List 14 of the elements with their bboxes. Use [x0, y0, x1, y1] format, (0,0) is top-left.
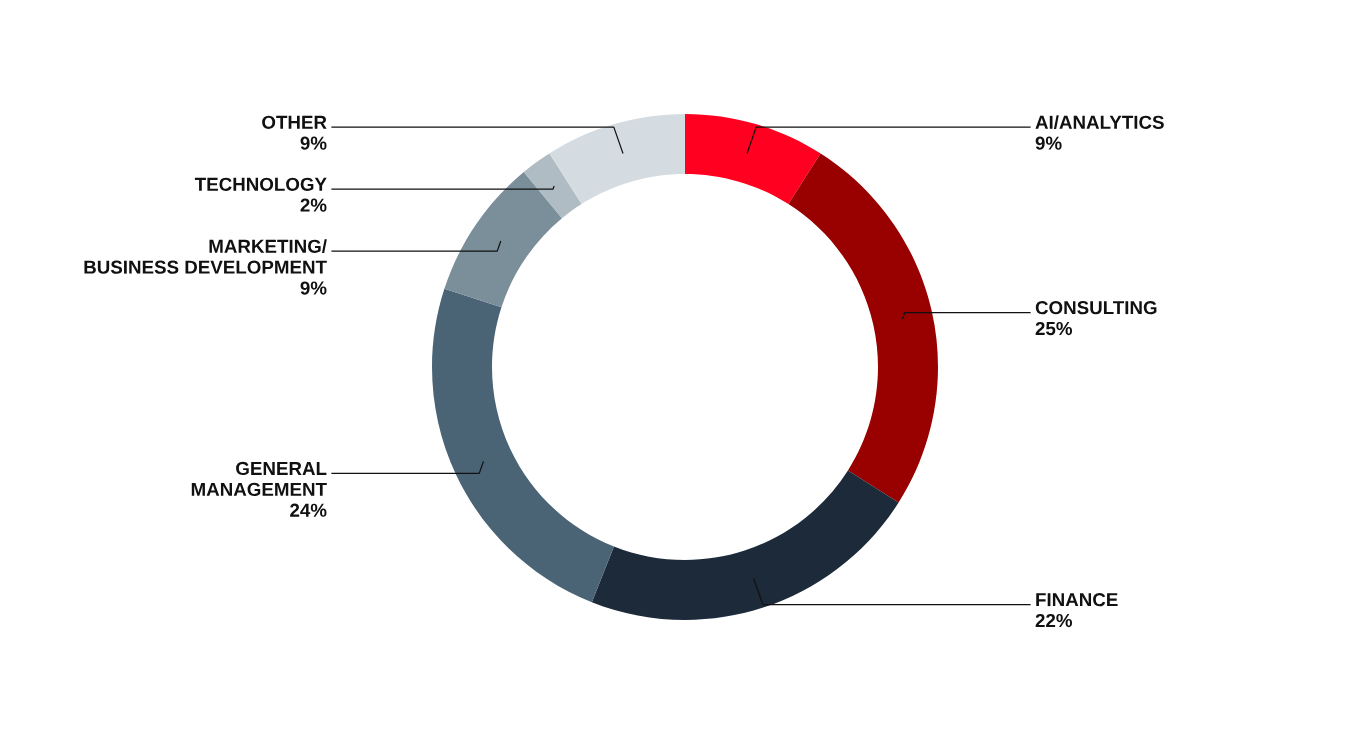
data-label: 24% — [290, 503, 327, 517]
slice-label: MARKETING/ BUSINESS DEVELOPMENT — [84, 239, 327, 274]
slice-label: TECHNOLOGY — [194, 177, 327, 191]
slice-label: AI/ANALYTICS — [1035, 115, 1164, 130]
data-label: 9% — [300, 136, 327, 150]
slice-label: CONSULTING — [1035, 301, 1157, 315]
data-label: 9% — [1035, 136, 1062, 150]
slice-label: FINANCE — [1036, 593, 1118, 607]
data-label: 22% — [1035, 613, 1073, 628]
data-label: 25% — [1035, 321, 1073, 336]
data-label: 9% — [300, 281, 327, 295]
slice-label: GENERAL MANAGEMENT — [191, 461, 327, 496]
data-label: 2% — [300, 198, 327, 212]
slice-label: OTHER — [262, 115, 327, 129]
